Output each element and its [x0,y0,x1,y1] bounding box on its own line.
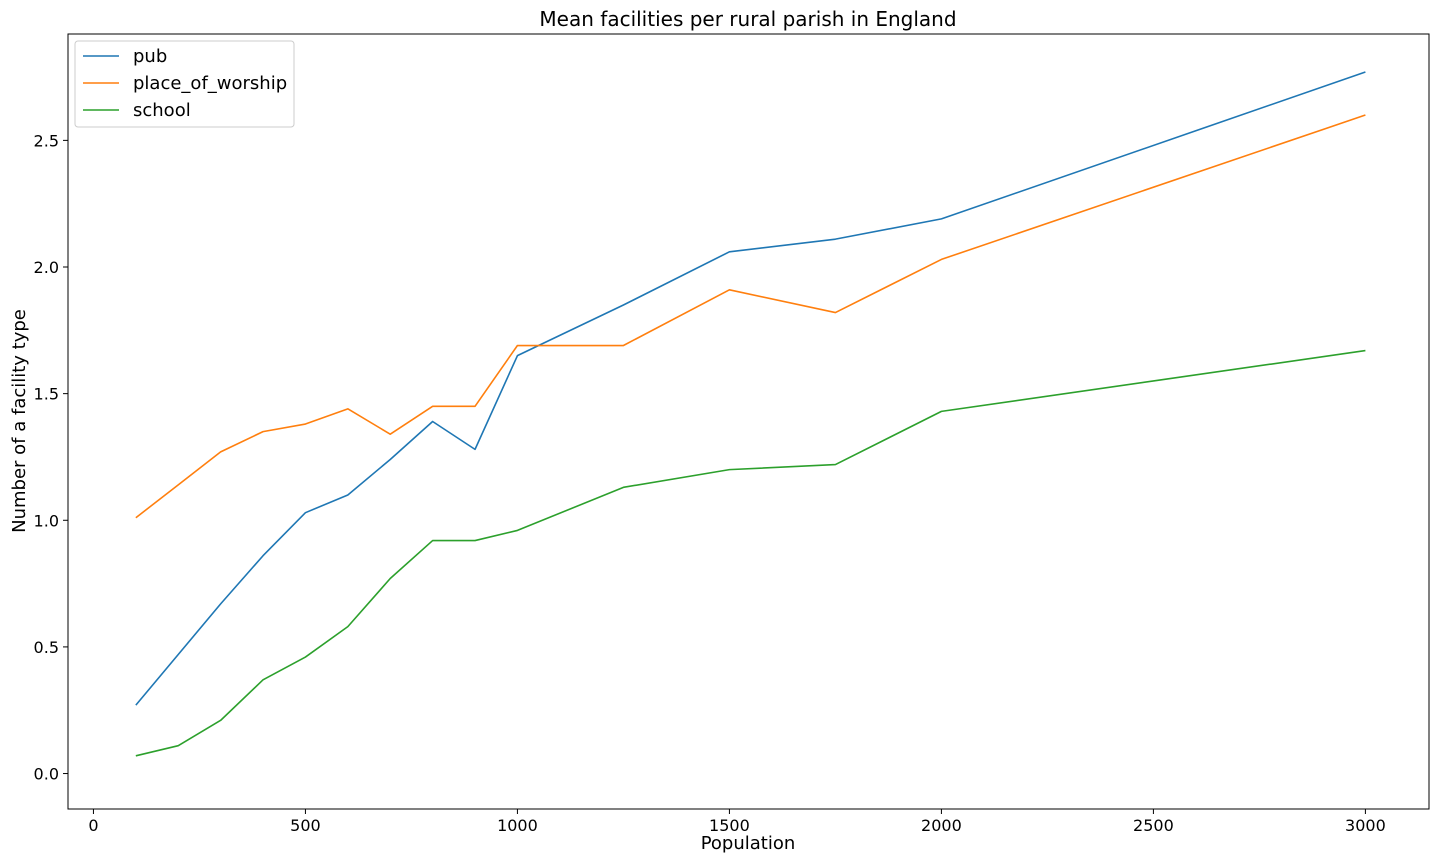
y-axis-label: Number of a facility type [9,309,30,533]
y-axis-ticks: 0.0 0.5 1.0 1.5 2.0 2.5 [34,131,68,784]
x-tick-label: 2000 [921,816,962,835]
y-tick-label: 1.5 [34,385,59,404]
series-line-school [135,349,1366,757]
y-tick-label: 0.0 [34,765,59,784]
series-line-place-of-worship [135,114,1366,519]
x-tick-label: 3000 [1345,816,1386,835]
x-tick-label: 0 [88,816,98,835]
x-tick-label: 1000 [497,816,538,835]
legend-label-school: school [133,100,191,121]
x-axis-label: Population [701,833,796,854]
x-tick-label: 500 [290,816,321,835]
chart-title: Mean facilities per rural parish in Engl… [539,7,956,31]
plot-area [67,33,1430,810]
legend-label-place-of-worship: place_of_worship [133,73,287,94]
series-lines [135,71,1366,757]
x-tick-label: 2500 [1133,816,1174,835]
series-line-pub [135,71,1366,706]
y-tick-label: 2.5 [34,131,59,150]
y-tick-label: 1.0 [34,511,59,530]
x-axis-ticks: 0 500 1000 1500 2000 2500 3000 [88,809,1386,835]
legend-label-pub: pub [133,46,167,67]
legend-box [74,40,295,128]
y-tick-label: 2.0 [34,258,59,277]
y-tick-label: 0.5 [34,638,59,657]
x-tick-label: 1500 [709,816,750,835]
